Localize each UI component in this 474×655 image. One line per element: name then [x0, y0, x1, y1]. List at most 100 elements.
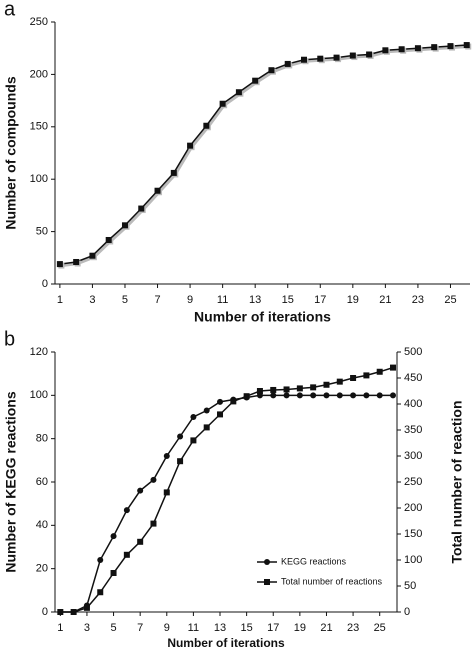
- point: [110, 570, 117, 576]
- y-tick-label: 40: [36, 519, 48, 531]
- point: [123, 551, 130, 558]
- y-tick-label: 60: [36, 476, 48, 488]
- x-tick-label: 13: [214, 622, 226, 634]
- point: [138, 205, 145, 212]
- point: [73, 258, 80, 265]
- point: [177, 433, 184, 440]
- point: [268, 67, 275, 74]
- point: [283, 386, 290, 393]
- point: [137, 538, 144, 545]
- point: [390, 392, 397, 399]
- x-tick-label: 3: [89, 294, 95, 306]
- point: [243, 393, 250, 400]
- point: [296, 385, 303, 392]
- point: [270, 386, 277, 393]
- point: [150, 476, 157, 483]
- y-axis-label: Number of KEGG reactions: [3, 391, 19, 572]
- legend-marker: [264, 579, 270, 585]
- x-tick-label: 17: [267, 622, 279, 634]
- y-tick-label: 20: [36, 563, 48, 575]
- x-tick-label: 1: [57, 622, 63, 634]
- x-tick-label: 17: [314, 294, 326, 306]
- point: [350, 375, 357, 381]
- point: [230, 398, 237, 405]
- point: [163, 489, 170, 496]
- point: [121, 222, 128, 229]
- point: [137, 487, 144, 494]
- y2-tick-label: 250: [404, 476, 422, 488]
- legend-label: KEGG reactions: [281, 556, 347, 566]
- point: [363, 372, 370, 379]
- point: [333, 54, 340, 61]
- y2-tick-label: 300: [404, 450, 422, 462]
- point: [57, 609, 64, 615]
- x-axis-label: Number of iterations: [167, 636, 285, 650]
- y2-tick-label: 200: [404, 502, 422, 514]
- point: [447, 43, 454, 50]
- point: [203, 407, 210, 414]
- x-tick-label: 25: [374, 622, 386, 634]
- x-tick-label: 13: [249, 294, 261, 306]
- point: [110, 533, 117, 540]
- y-axis-label: Number of compounds: [3, 76, 19, 229]
- y2-tick-label: 350: [404, 424, 422, 436]
- x-tick-label: 15: [282, 294, 294, 306]
- y-tick-label: 80: [36, 433, 48, 445]
- x-tick-label: 11: [188, 622, 199, 634]
- point: [89, 252, 96, 259]
- point: [323, 392, 330, 399]
- x-tick-label: 21: [320, 622, 332, 634]
- point: [366, 51, 373, 58]
- point: [310, 384, 317, 391]
- point: [150, 520, 157, 527]
- y-tick-label: 100: [30, 173, 48, 185]
- x-tick-label: 5: [110, 622, 116, 634]
- y-tick-label: 150: [30, 121, 48, 133]
- point: [363, 392, 370, 399]
- x-axis-label: Number of iterations: [194, 309, 331, 325]
- point: [217, 398, 224, 405]
- x-tick-label: 9: [187, 294, 193, 306]
- y-tick-label: 100: [30, 389, 48, 401]
- point: [217, 411, 224, 418]
- point: [235, 89, 242, 96]
- point: [163, 453, 170, 459]
- point: [390, 364, 397, 371]
- point: [431, 44, 438, 51]
- point: [376, 368, 383, 375]
- point: [270, 392, 277, 399]
- point: [170, 169, 177, 176]
- point: [219, 100, 226, 107]
- point: [283, 392, 290, 399]
- x-tick-label: 3: [84, 622, 90, 634]
- point: [463, 42, 470, 49]
- x-tick-label: 25: [444, 294, 456, 306]
- x-tick-label: 11: [217, 294, 228, 306]
- point: [301, 56, 307, 63]
- point: [203, 122, 210, 129]
- y2-tick-label: 150: [404, 528, 422, 540]
- point: [190, 414, 197, 420]
- point: [56, 261, 63, 268]
- y2-axis-label: Total number of reaction: [449, 400, 465, 563]
- x-tick-label: 15: [241, 622, 253, 634]
- point: [190, 437, 197, 444]
- x-tick-label: 9: [164, 622, 170, 634]
- y2-tick-label: 50: [404, 580, 416, 592]
- point: [83, 604, 90, 611]
- point: [414, 45, 421, 52]
- point: [317, 55, 324, 62]
- legend-marker: [264, 559, 270, 565]
- line-shadow: [61, 45, 469, 268]
- point: [323, 381, 330, 388]
- point: [336, 392, 343, 399]
- y-tick-label: 0: [42, 278, 48, 290]
- x-tick-label: 23: [412, 294, 424, 306]
- point: [177, 458, 184, 465]
- y2-tick-label: 100: [404, 554, 422, 566]
- y2-tick-label: 400: [404, 398, 422, 410]
- point: [252, 77, 259, 84]
- x-tick-label: 23: [347, 622, 359, 634]
- point: [398, 46, 405, 53]
- point: [296, 392, 303, 399]
